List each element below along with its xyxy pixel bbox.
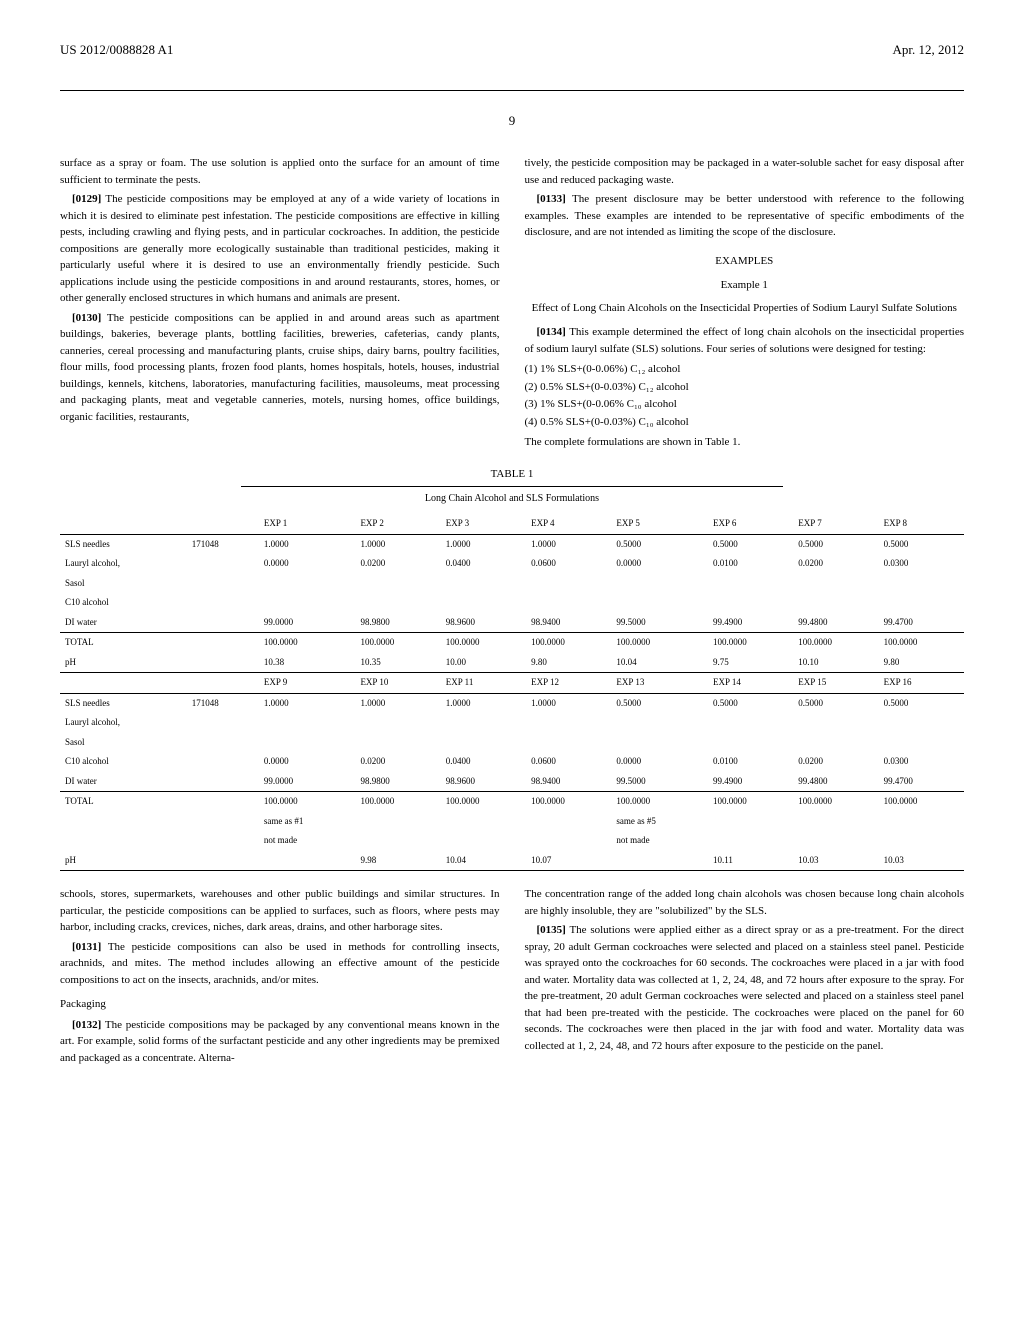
table-row: SLS needles1710481.00001.00001.00001.000… — [60, 693, 964, 713]
patent-number: US 2012/0088828 A1 — [60, 40, 173, 60]
para-0135-text: The solutions were applied either as a d… — [525, 924, 965, 1052]
table-header-row-1: EXP 1 EXP 2 EXP 3 EXP 4 EXP 5 EXP 6 EXP … — [60, 514, 964, 534]
formula-1: (1) 1% SLS+(0-0.06%) C₁₂ alcohol — [525, 361, 965, 378]
para-col2-bottom: The concentration range of the added lon… — [525, 886, 965, 919]
table-title: TABLE 1 — [60, 466, 964, 483]
para-num-0134: [0134] — [537, 326, 566, 338]
para-num-0135: [0135] — [537, 924, 566, 936]
table-row: TOTAL100.0000100.0000100.0000100.0000100… — [60, 633, 964, 653]
para-0131: [0131] The pesticide compositions can al… — [60, 939, 500, 989]
para-0129-text: The pesticide compositions may be employ… — [60, 193, 500, 304]
para-0133: [0133] The present disclosure may be bet… — [525, 191, 965, 241]
para-0130-text: The pesticide compositions can be applie… — [60, 312, 500, 423]
para-num-0133: [0133] — [537, 193, 566, 205]
para-num-0129: [0129] — [72, 193, 101, 205]
para-col1-bottom: schools, stores, supermarkets, warehouse… — [60, 886, 500, 936]
table-row: not madenot made — [60, 831, 964, 851]
para-0132: [0132] The pesticide compositions may be… — [60, 1017, 500, 1067]
table-top-border — [241, 486, 783, 487]
page-header: US 2012/0088828 A1 Apr. 12, 2012 — [60, 40, 964, 60]
examples-heading: EXAMPLES — [525, 253, 965, 270]
formula-list: (1) 1% SLS+(0-0.06%) C₁₂ alcohol (2) 0.5… — [525, 361, 965, 430]
table-row: Sasol — [60, 733, 964, 753]
formula-4: (4) 0.5% SLS+(0-0.03%) C₁₀ alcohol — [525, 414, 965, 431]
formula-2: (2) 0.5% SLS+(0-0.03%) C₁₂ alcohol — [525, 379, 965, 396]
example1-subtitle: Effect of Long Chain Alcohols on the Ins… — [525, 300, 965, 317]
example1-title: Example 1 — [525, 277, 965, 294]
formulations-table: EXP 1 EXP 2 EXP 3 EXP 4 EXP 5 EXP 6 EXP … — [60, 514, 964, 871]
packaging-heading: Packaging — [60, 996, 500, 1013]
table-row: TOTAL100.0000100.0000100.0000100.0000100… — [60, 792, 964, 812]
para-num-0132: [0132] — [72, 1019, 101, 1031]
formula-3: (3) 1% SLS+(0-0.06% C₁₀ alcohol — [525, 396, 965, 413]
table-row: DI water99.000098.980098.960098.940099.5… — [60, 613, 964, 633]
page-number: 9 — [60, 111, 964, 131]
para-col2-cont: tively, the pesticide composition may be… — [525, 155, 965, 188]
table-row: C10 alcohol — [60, 593, 964, 613]
table-header-row-2: EXP 9EXP 10EXP 11EXP 12EXP 13EXP 14EXP 1… — [60, 673, 964, 694]
table-1-container: TABLE 1 Long Chain Alcohol and SLS Formu… — [60, 466, 964, 872]
formula-note: The complete formulations are shown in T… — [525, 434, 965, 451]
table-row: C10 alcohol0.00000.02000.04000.06000.000… — [60, 752, 964, 772]
para-0134: [0134] This example determined the effec… — [525, 324, 965, 357]
para-0129: [0129] The pesticide compositions may be… — [60, 191, 500, 307]
table-row: DI water99.000098.980098.960098.940099.5… — [60, 772, 964, 792]
patent-date: Apr. 12, 2012 — [893, 40, 965, 60]
table-row: pH9.9810.0410.0710.1110.0310.03 — [60, 851, 964, 871]
table-row: Lauryl alcohol, — [60, 713, 964, 733]
para-num-0130: [0130] — [72, 312, 101, 324]
para-0132-text: The pesticide compositions may be packag… — [60, 1019, 500, 1064]
table-row: SLS needles1710481.00001.00001.00001.000… — [60, 534, 964, 554]
para-0131-text: The pesticide compositions can also be u… — [60, 941, 500, 986]
table-subtitle: Long Chain Alcohol and SLS Formulations — [60, 491, 964, 506]
para-continuation: surface as a spray or foam. The use solu… — [60, 155, 500, 188]
table-row: pH10.3810.3510.009.8010.049.7510.109.80 — [60, 653, 964, 673]
para-0130: [0130] The pesticide compositions can be… — [60, 310, 500, 426]
para-0135: [0135] The solutions were applied either… — [525, 922, 965, 1054]
main-content: surface as a spray or foam. The use solu… — [60, 155, 964, 1066]
para-0133-text: The present disclosure may be better und… — [525, 193, 965, 238]
table-row: Sasol — [60, 574, 964, 594]
para-num-0131: [0131] — [72, 941, 101, 953]
header-divider — [60, 90, 964, 91]
table-row: same as #1same as #5 — [60, 812, 964, 832]
table-row: Lauryl alcohol,0.00000.02000.04000.06000… — [60, 554, 964, 574]
para-0134-text: This example determined the effect of lo… — [525, 326, 965, 355]
